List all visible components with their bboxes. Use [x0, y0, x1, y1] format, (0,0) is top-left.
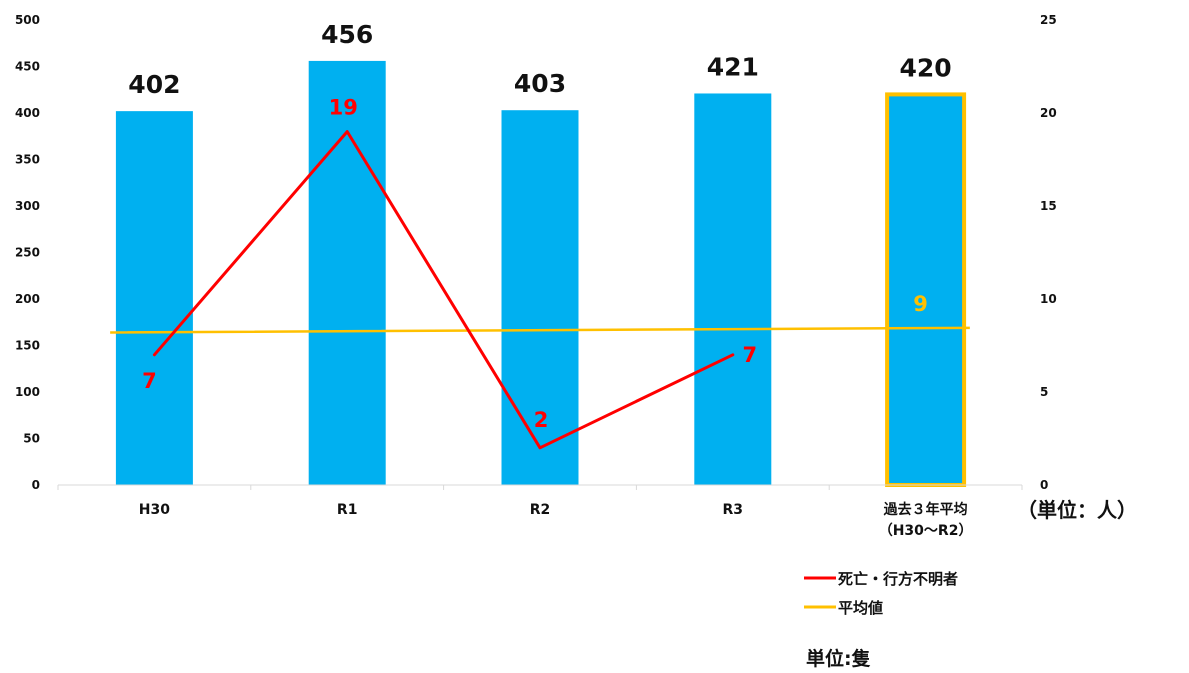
- average-value-label: 9: [913, 292, 928, 316]
- labels-layer: 402 456 403 421 420 9 7 19 2 7: [128, 20, 951, 432]
- lines-layer: [110, 130, 970, 450]
- bar-3: [694, 93, 772, 485]
- bar-value-label-4: 420: [900, 53, 952, 82]
- category-label-1-0: R1: [337, 502, 358, 518]
- right-y-tick-label-0: 0: [1040, 478, 1048, 492]
- category-label-0-0: H30: [139, 502, 170, 518]
- right-y-tick-label-4: 20: [1040, 106, 1057, 120]
- bar-4: [885, 92, 967, 488]
- left-y-tick-label-10: 500: [15, 13, 40, 27]
- death-missing-label-2: 2: [534, 408, 549, 432]
- right-axis-unit: （単位：人）: [1017, 498, 1137, 522]
- left-y-tick-label-0: 0: [32, 478, 40, 492]
- right-y-tick-label-3: 15: [1040, 199, 1057, 213]
- death-missing-label-0: 7: [142, 369, 157, 393]
- right-y-tick-label-1: 5: [1040, 385, 1048, 399]
- left-y-tick-label-4: 200: [15, 292, 40, 306]
- death-missing-label-1: 19: [329, 96, 358, 120]
- right-y-tick-label-5: 25: [1040, 13, 1057, 27]
- category-label-2-0: R2: [530, 502, 551, 518]
- left-y-tick-label-8: 400: [15, 106, 40, 120]
- left-y-tick-label-6: 300: [15, 199, 40, 213]
- bar-0: [115, 111, 193, 485]
- death-missing-label-3: 7: [742, 343, 757, 367]
- bar-value-label-1: 456: [321, 20, 373, 49]
- average-line: [110, 326, 970, 334]
- bar-1: [308, 60, 386, 486]
- left-y-tick-label-3: 150: [15, 339, 40, 353]
- legend-average-label: 平均値: [838, 599, 883, 617]
- legend-death-label: 死亡・行方不明者: [838, 570, 958, 588]
- death-missing-line: [152, 130, 735, 450]
- axis-layer: 0 50 100 150 200 250 300 350 400 450 500 0 5 10 15 20 25…: [15, 13, 1057, 539]
- left-y-tick-label-1: 50: [23, 432, 40, 446]
- category-label-4-0: 過去３年平均: [883, 501, 968, 518]
- category-label-3-0: R3: [723, 502, 744, 518]
- bar-value-label-2: 403: [514, 69, 566, 98]
- bar-value-label-0: 402: [128, 70, 180, 99]
- legend: 死亡・行方不明者 平均値: [804, 570, 958, 617]
- bars-layer: [115, 60, 967, 488]
- bar-2: [501, 110, 579, 486]
- left-y-tick-label-7: 350: [15, 153, 40, 167]
- right-y-tick-label-2: 10: [1040, 292, 1057, 306]
- category-label-4-1: （H30～R2）: [879, 523, 973, 539]
- bar-unit-label: 単位:隻: [806, 647, 871, 670]
- left-y-tick-label-5: 250: [15, 246, 40, 260]
- bar-value-label-3: 421: [707, 52, 759, 81]
- left-y-tick-label-2: 100: [15, 385, 40, 399]
- left-y-tick-label-9: 450: [15, 60, 40, 74]
